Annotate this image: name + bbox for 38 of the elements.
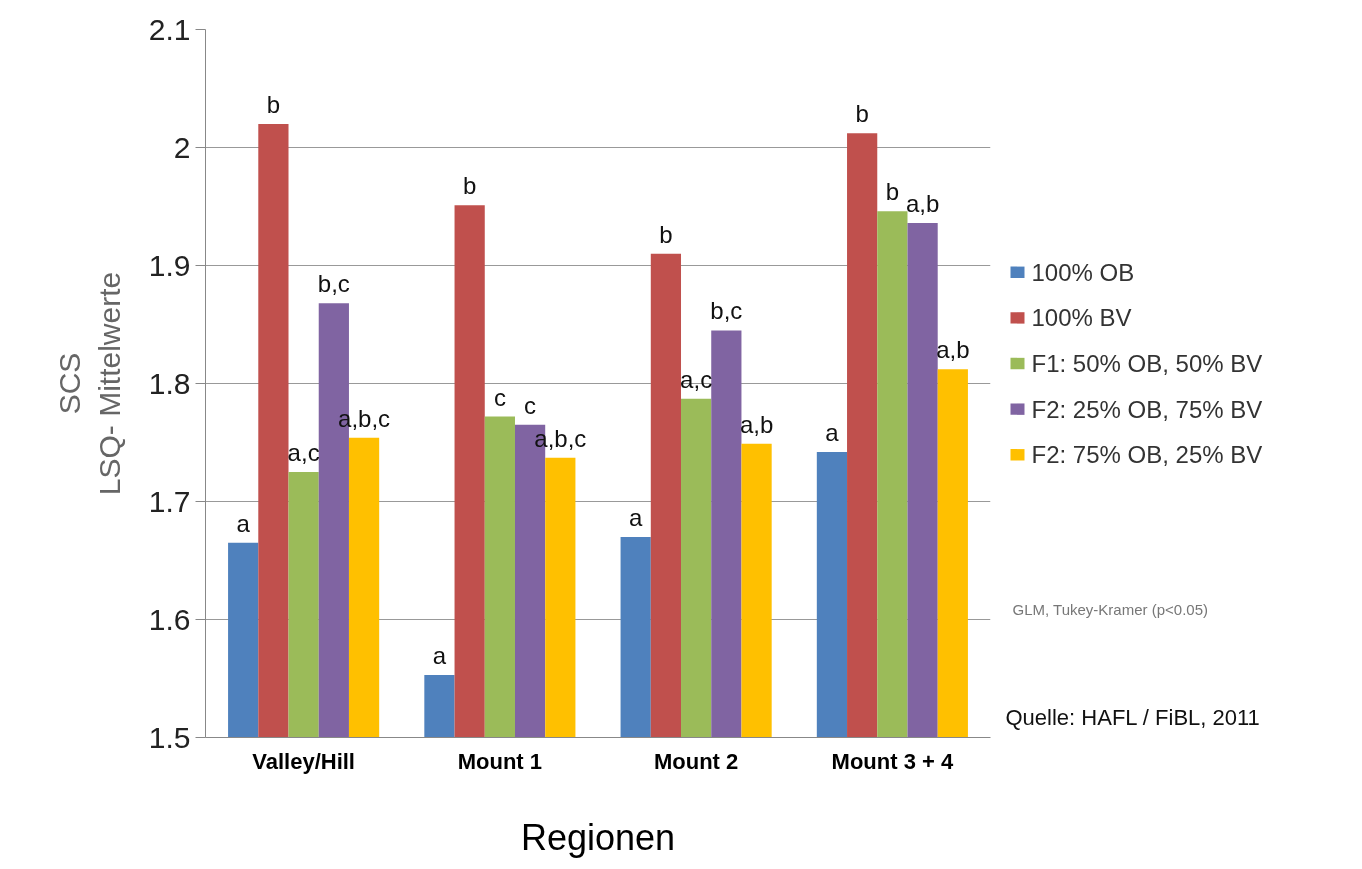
y-tick-label: 1.8 (148, 366, 191, 400)
data-label: b (659, 220, 673, 248)
data-label: b (462, 172, 477, 200)
legend-label: F2: 75% OB, 25% BV (1031, 441, 1263, 469)
data-label: a (236, 509, 251, 537)
x-tick-label: Mount 3 + 4 (831, 748, 954, 774)
data-label: b (885, 178, 900, 206)
legend-label: 100% BV (1031, 304, 1132, 332)
y-tick-label: 1.7 (148, 484, 191, 518)
text: GLM, Tukey-Kramer (p<0.05) (1012, 601, 1208, 619)
data-label: a,b (936, 336, 970, 364)
x-axis-title: Regionen (520, 816, 676, 858)
x-tick-label: Valley/Hill (252, 748, 355, 774)
data-label: a (825, 418, 840, 446)
data-label: a (629, 503, 644, 531)
y-tick-label: 1.9 (148, 248, 191, 282)
source-note: Quelle: HAFL / FiBL, 2011 (1005, 705, 1260, 731)
legend-label: F2: 25% OB, 75% BV (1031, 395, 1263, 423)
data-label: b,c (317, 270, 350, 298)
legend-label: F1: 50% OB, 50% BV (1031, 350, 1263, 378)
data-label: c (524, 391, 537, 419)
y-axis-title: SCS LSQ- Mittelwerte (53, 271, 126, 496)
data-label: a (432, 641, 447, 669)
legend-label: 100% OB (1031, 258, 1135, 286)
data-label: b,c (710, 297, 743, 325)
data-label: a,b (905, 190, 940, 218)
y-tick-label: 1.6 (148, 602, 191, 636)
x-tick-label: Mount 1 (457, 748, 543, 774)
x-tick-label: Mount 2 (653, 748, 739, 774)
data-label: a,b (739, 410, 774, 438)
data-label: b (266, 90, 281, 118)
data-label: b (855, 100, 869, 128)
y-tick-label: 1.5 (148, 720, 191, 754)
data-label: c (493, 383, 506, 411)
y-tick-label: 2 (173, 130, 191, 164)
data-label: a,c (680, 365, 713, 393)
y-tick-label: 2.1 (148, 12, 191, 46)
data-label: a,c (287, 439, 320, 466)
